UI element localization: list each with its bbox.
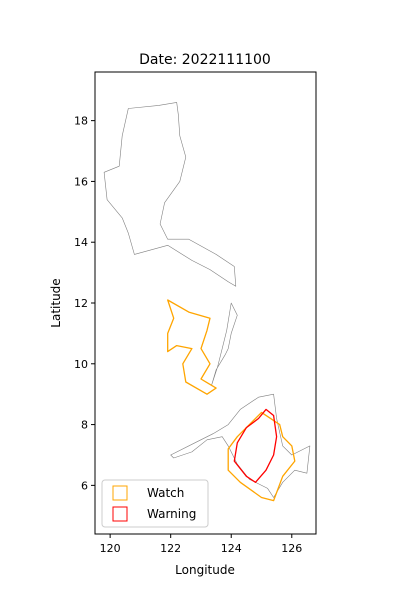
- legend-swatch-warning: [112, 506, 128, 522]
- x-tick-label: 122: [160, 542, 181, 555]
- legend-frame: [101, 479, 209, 528]
- warning-region-5: [233, 408, 278, 483]
- x-tick-label: 124: [221, 542, 242, 555]
- y-tick-label: 12: [74, 297, 88, 310]
- coastline-region-0: [103, 102, 237, 287]
- watch-region-4: [227, 411, 296, 502]
- y-tick-label: 18: [74, 115, 88, 128]
- x-axis: 120 122 124 126: [100, 534, 302, 555]
- y-tick-label: 16: [74, 175, 88, 188]
- legend-swatch-watch: [112, 485, 128, 501]
- x-tick-label: 120: [100, 542, 121, 555]
- coastline-region-1: [211, 302, 238, 386]
- map-regions: [103, 102, 311, 502]
- y-axis-label: Latitude: [49, 278, 63, 327]
- legend-label-warning: Warning: [147, 507, 196, 521]
- y-tick-label: 8: [81, 419, 88, 432]
- y-tick-label: 14: [74, 236, 88, 249]
- chart-title: Date: 2022111100: [139, 52, 271, 68]
- x-axis-label: Longitude: [175, 563, 235, 577]
- x-tick-label: 126: [281, 542, 302, 555]
- watch-region-3: [167, 299, 217, 395]
- y-axis: 6 8 10 12 14 16 18: [74, 115, 95, 492]
- coastline-region-2: [170, 393, 311, 498]
- plot-frame: [94, 71, 317, 535]
- y-tick-label: 6: [81, 479, 88, 492]
- legend-label-watch: Watch: [147, 486, 184, 500]
- legend: Watch Warning: [101, 479, 209, 528]
- y-tick-label: 10: [74, 358, 88, 371]
